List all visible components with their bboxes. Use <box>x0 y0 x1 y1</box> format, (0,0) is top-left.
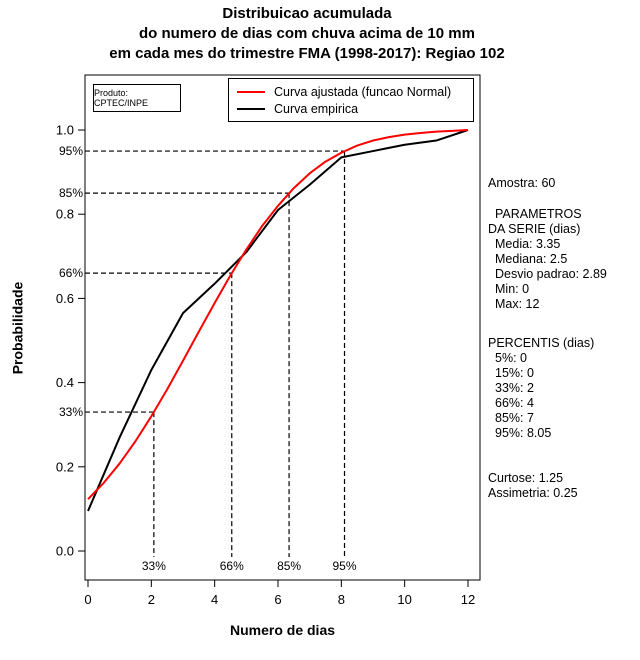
y-axis-tick-label: 0.0 <box>56 544 74 559</box>
legend-item: Curva empirica <box>237 100 465 117</box>
legend-line-sample <box>237 107 265 110</box>
percentile-x-label: 85% <box>277 559 301 573</box>
legend-items: Curva ajustada (funcao Normal) Curva empi… <box>237 83 465 117</box>
percentile-y-label: 66% <box>59 266 83 280</box>
plot-border <box>84 74 481 581</box>
y-axis-tick-label: 0.2 <box>56 459 74 474</box>
legend-item-label: Curva ajustada (funcao Normal) <box>274 84 452 99</box>
statistics-panel: Amostra: 60 PARAMETROS DA SERIE (dias) Medi… <box>488 176 638 501</box>
x-axis-tick-label: 4 <box>211 592 218 607</box>
product-credit-box: Produto: CPTEC/INPE <box>93 84 181 112</box>
x-axis-tick-label: 6 <box>274 592 281 607</box>
legend-item: Curva ajustada (funcao Normal) <box>237 83 465 100</box>
stats-line: Mediana: 2.5 <box>495 252 568 266</box>
x-axis-tick-label: 0 <box>84 592 91 607</box>
x-axis-tick-label: 10 <box>397 592 411 607</box>
stats-group: Curtose: 1.25 Assimetria: 0.25 <box>488 471 638 501</box>
product-credit-label: Produto: CPTEC/INPE <box>94 88 149 108</box>
x-axis-tick-label: 12 <box>461 592 475 607</box>
x-axis-tick-label: 2 <box>148 592 155 607</box>
legend-line-sample <box>237 90 265 93</box>
curve-empirical <box>87 129 469 512</box>
y-axis-tick-label: 0.4 <box>56 375 74 390</box>
chart-title-line-3: em cada mes do trimestre FMA (1998-2017)… <box>109 45 505 62</box>
stats-group: PARAMETROS DA SERIE (dias) Media: 3.35 Medi… <box>488 207 638 312</box>
percentile-y-label: 95% <box>59 144 83 158</box>
chart-title-line-1: Distribuicao acumulada <box>222 5 392 22</box>
stats-line: Assimetria: 0.25 <box>488 486 578 500</box>
stats-line: 33%: 2 <box>495 381 534 395</box>
stats-line: 15%: 0 <box>495 366 534 380</box>
percentile-y-label: 33% <box>59 405 83 419</box>
legend: Curva ajustada (funcao Normal) Curva empi… <box>228 78 474 122</box>
y-axis-label: Probabilidade <box>9 281 26 374</box>
chart-title-line-2: do numero de dias com chuva acima de 10 … <box>139 25 475 42</box>
curve-fitted-normal <box>87 129 469 500</box>
x-axis-label: Numero de dias <box>229 622 336 638</box>
y-axis-tick-label: 0.8 <box>56 207 74 222</box>
stats-line: 5%: 0 <box>495 351 527 365</box>
stats-line: Max: 12 <box>495 297 540 311</box>
stats-line: Desvio padrao: 2.89 <box>495 267 607 281</box>
stats-line: 95%: 8.05 <box>495 426 552 440</box>
percentile-x-label: 66% <box>220 559 244 573</box>
stats-line: PARAMETROS <box>495 207 582 221</box>
stats-group: Amostra: 60 <box>488 176 638 191</box>
stats-line: Media: 3.35 <box>495 237 561 251</box>
chart-title: Distribuicao acumulada do numero de dias… <box>0 4 614 64</box>
percentile-x-label: 33% <box>142 559 166 573</box>
stats-line: PERCENTIS (dias) <box>488 336 595 350</box>
y-axis-tick-label: 0.6 <box>56 291 74 306</box>
stats-line: 66%: 4 <box>495 396 534 410</box>
stats-line: Min: 0 <box>495 282 530 296</box>
stats-line: 85%: 7 <box>495 411 534 425</box>
percentile-x-label: 95% <box>332 559 356 573</box>
y-axis-tick-label: 1.0 <box>56 123 74 138</box>
legend-item-label: Curva empirica <box>274 101 359 116</box>
y-axis-label-wrap: Probabilidade <box>2 75 32 580</box>
stats-line: DA SERIE (dias) <box>488 222 581 236</box>
x-axis-tick-label: 8 <box>338 592 345 607</box>
stats-line: Amostra: 60 <box>488 176 556 190</box>
percentile-y-label: 85% <box>59 186 83 200</box>
stats-line: Curtose: 1.25 <box>488 471 564 485</box>
